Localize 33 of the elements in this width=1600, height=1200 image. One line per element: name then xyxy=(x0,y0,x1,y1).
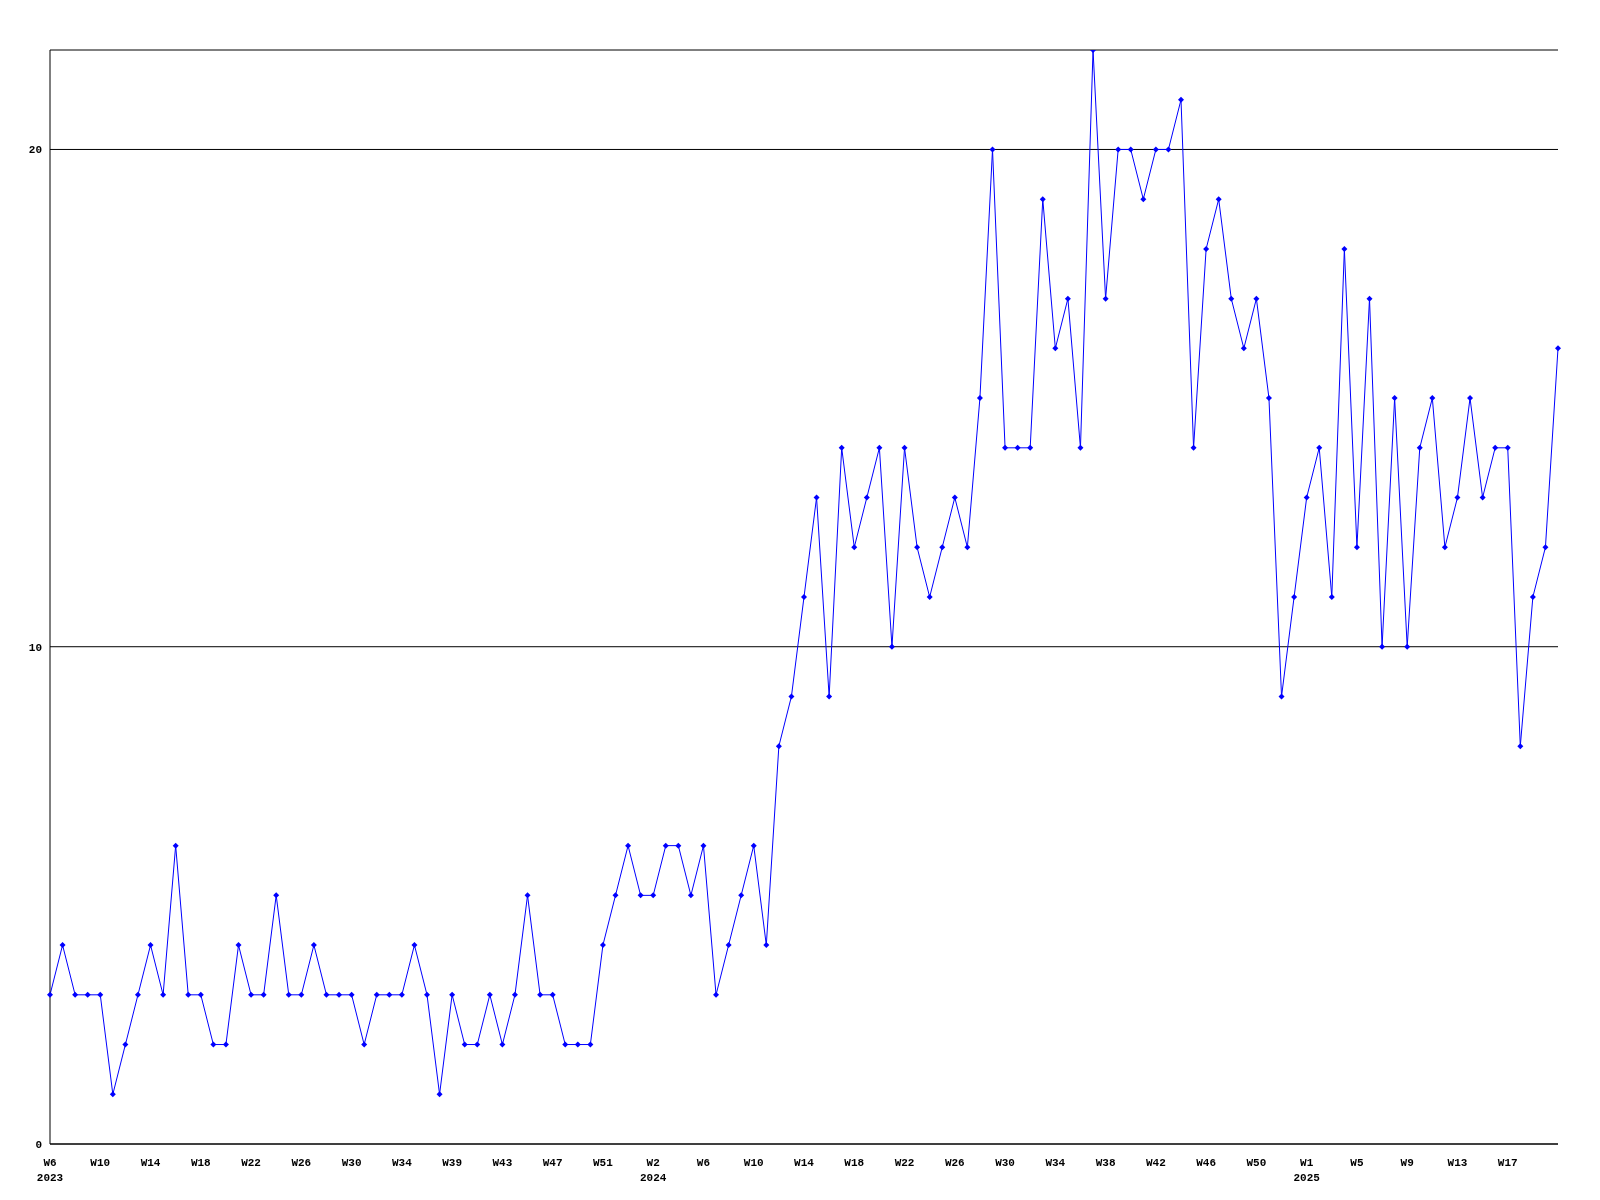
x-tick-label: W10 xyxy=(743,1157,764,1169)
y-tick-label: 10 xyxy=(28,641,42,654)
x-tick-label: W50 xyxy=(1246,1157,1267,1169)
x-tick-label: W10 xyxy=(90,1157,111,1169)
x-tick-label: W13 xyxy=(1447,1157,1468,1169)
x-tick-label: W51 xyxy=(593,1157,614,1169)
x-tick-label: W30 xyxy=(341,1157,362,1169)
x-tick-label: W34 xyxy=(1045,1157,1066,1169)
x-tick-label: W5 xyxy=(1350,1157,1364,1169)
x-tick-label: W6 xyxy=(696,1157,711,1169)
x-tick-label: W1 2025 xyxy=(1293,1157,1321,1184)
x-tick-label: W26 xyxy=(944,1157,965,1169)
x-tick-label: W22 xyxy=(894,1157,915,1169)
x-tick-label: W18 xyxy=(190,1157,212,1169)
x-tick-label: W46 xyxy=(1196,1157,1217,1169)
x-tick-label: W30 xyxy=(995,1157,1015,1169)
x-tick-label: W34 xyxy=(391,1157,413,1169)
x-tick-label: W14 xyxy=(794,1157,815,1169)
y-tick-label: 0 xyxy=(35,1138,42,1151)
x-tick-label: W17 xyxy=(1497,1157,1518,1169)
x-tick-label: W22 xyxy=(241,1157,261,1169)
x-tick-label: W39 xyxy=(442,1157,463,1169)
x-tick-label: W6 2023 xyxy=(36,1157,64,1184)
y-tick-label: 20 xyxy=(28,144,42,157)
x-tick-label: W2 2024 xyxy=(640,1157,667,1184)
x-tick-label: W9 xyxy=(1400,1157,1414,1169)
x-tick-label: W14 xyxy=(140,1157,161,1169)
x-tick-label: W38 xyxy=(1095,1157,1116,1169)
x-tick-label: W47 xyxy=(542,1157,563,1169)
x-tick-label: W42 xyxy=(1145,1157,1166,1169)
x-tick-label: W43 xyxy=(492,1157,513,1169)
x-tick-label: W18 xyxy=(844,1157,865,1169)
x-tick-label: W26 xyxy=(291,1157,312,1169)
